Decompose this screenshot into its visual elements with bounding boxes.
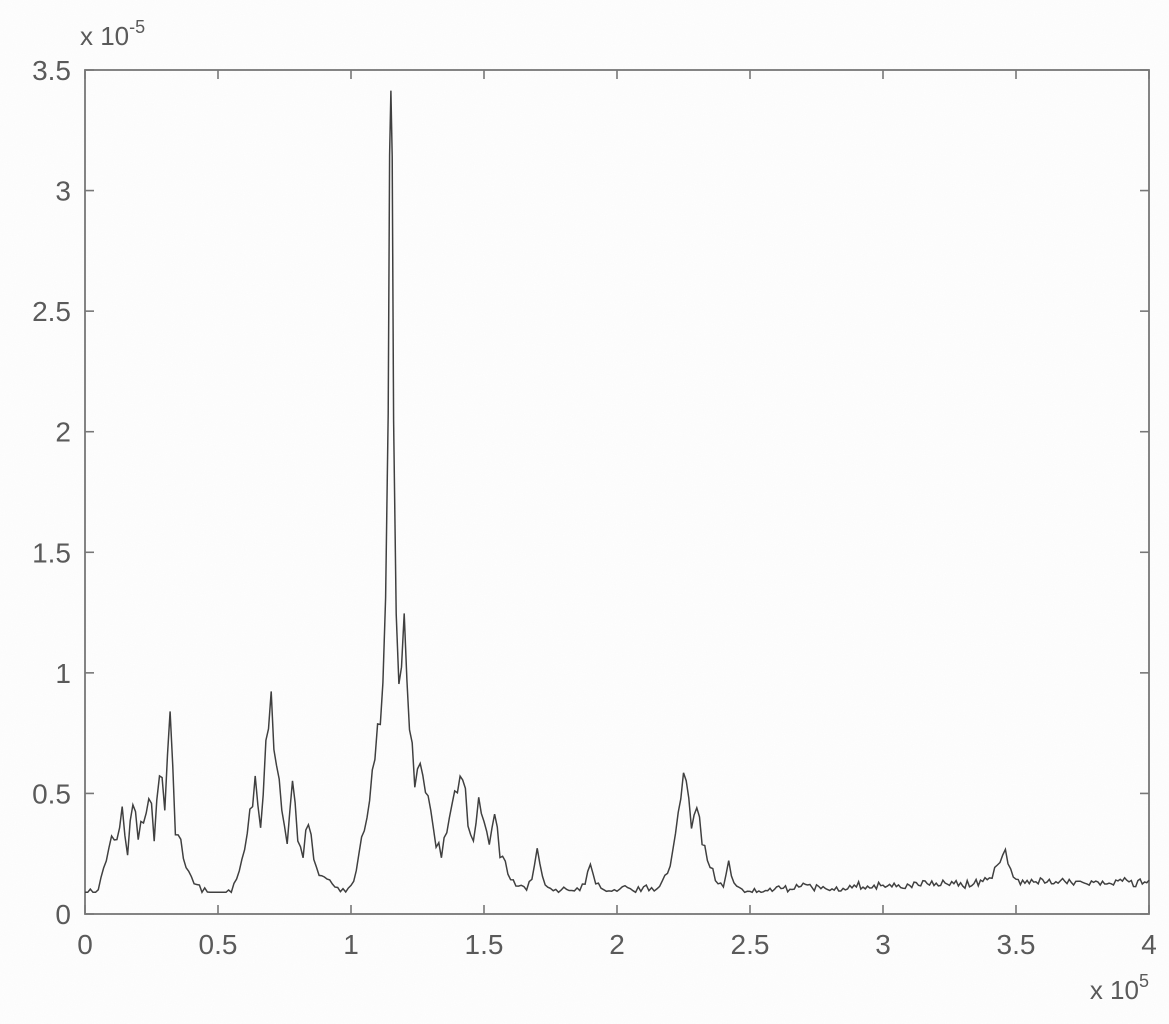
x-tick-label: 4 [1141, 929, 1157, 960]
y-tick-label: 1 [55, 658, 71, 689]
y-tick-label: 2 [55, 417, 71, 448]
x-tick-label: 0.5 [199, 929, 238, 960]
x-tick-label: 3.5 [997, 929, 1036, 960]
x-tick-label: 2.5 [731, 929, 770, 960]
y-tick-label: 0 [55, 899, 71, 930]
y-tick-label: 1.5 [32, 537, 71, 568]
x-tick-label: 2 [609, 929, 625, 960]
chart-svg: 00.511.522.533.5400.511.522.533.5x 10-5x… [0, 0, 1169, 1024]
y-tick-label: 2.5 [32, 296, 71, 327]
y-tick-label: 0.5 [32, 778, 71, 809]
x-tick-label: 1 [343, 929, 359, 960]
y-tick-label: 3 [55, 176, 71, 207]
spectrum-chart: 00.511.522.533.5400.511.522.533.5x 10-5x… [0, 0, 1169, 1024]
x-tick-label: 0 [77, 929, 93, 960]
y-tick-label: 3.5 [32, 55, 71, 86]
x-tick-label: 3 [875, 929, 891, 960]
x-tick-label: 1.5 [465, 929, 504, 960]
